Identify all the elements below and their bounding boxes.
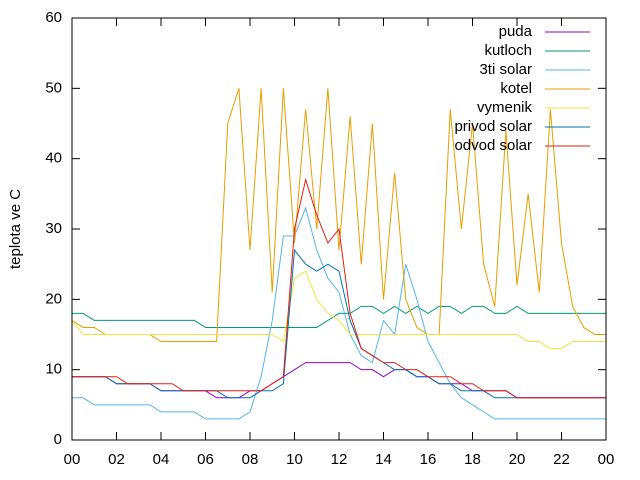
y-tick-label: 30 <box>45 220 62 237</box>
x-tick-label: 16 <box>420 451 437 468</box>
legend-label: vymenik <box>477 99 533 116</box>
x-tick-label: 14 <box>375 451 392 468</box>
x-tick-label: 08 <box>242 451 259 468</box>
y-tick-label: 50 <box>45 79 62 96</box>
y-tick-label: 60 <box>45 9 62 26</box>
x-tick-label: 18 <box>464 451 481 468</box>
y-axis-label: teplota ve C <box>7 189 24 269</box>
series-line <box>72 206 606 420</box>
legend-label: odvod solar <box>454 137 532 154</box>
x-tick-label: 04 <box>153 451 170 468</box>
x-tick-label: 22 <box>553 451 570 468</box>
plot-border <box>71 17 607 441</box>
legend-label: kutloch <box>484 42 532 59</box>
y-tick-label: 10 <box>45 361 62 378</box>
y-tick-label: 40 <box>45 150 62 167</box>
x-tick-label: 00 <box>64 451 81 468</box>
series-line <box>72 177 606 399</box>
x-tick-label: 00 <box>598 451 615 468</box>
series-line <box>71 270 606 350</box>
y-tick-label: 20 <box>45 290 62 307</box>
legend-label: 3ti solar <box>479 61 532 78</box>
series-line <box>71 88 606 343</box>
x-tick-label: 20 <box>509 451 526 468</box>
legend-label: kotel <box>500 80 532 97</box>
x-tick-label: 12 <box>331 451 348 468</box>
x-tick-label: 10 <box>286 451 303 468</box>
x-tick-label: 06 <box>197 451 214 468</box>
legend-label: puda <box>499 23 533 40</box>
x-tick-label: 02 <box>108 451 125 468</box>
y-tick-label: 0 <box>54 431 62 448</box>
legend-label: privod solar <box>454 118 532 135</box>
series-line <box>72 305 606 328</box>
